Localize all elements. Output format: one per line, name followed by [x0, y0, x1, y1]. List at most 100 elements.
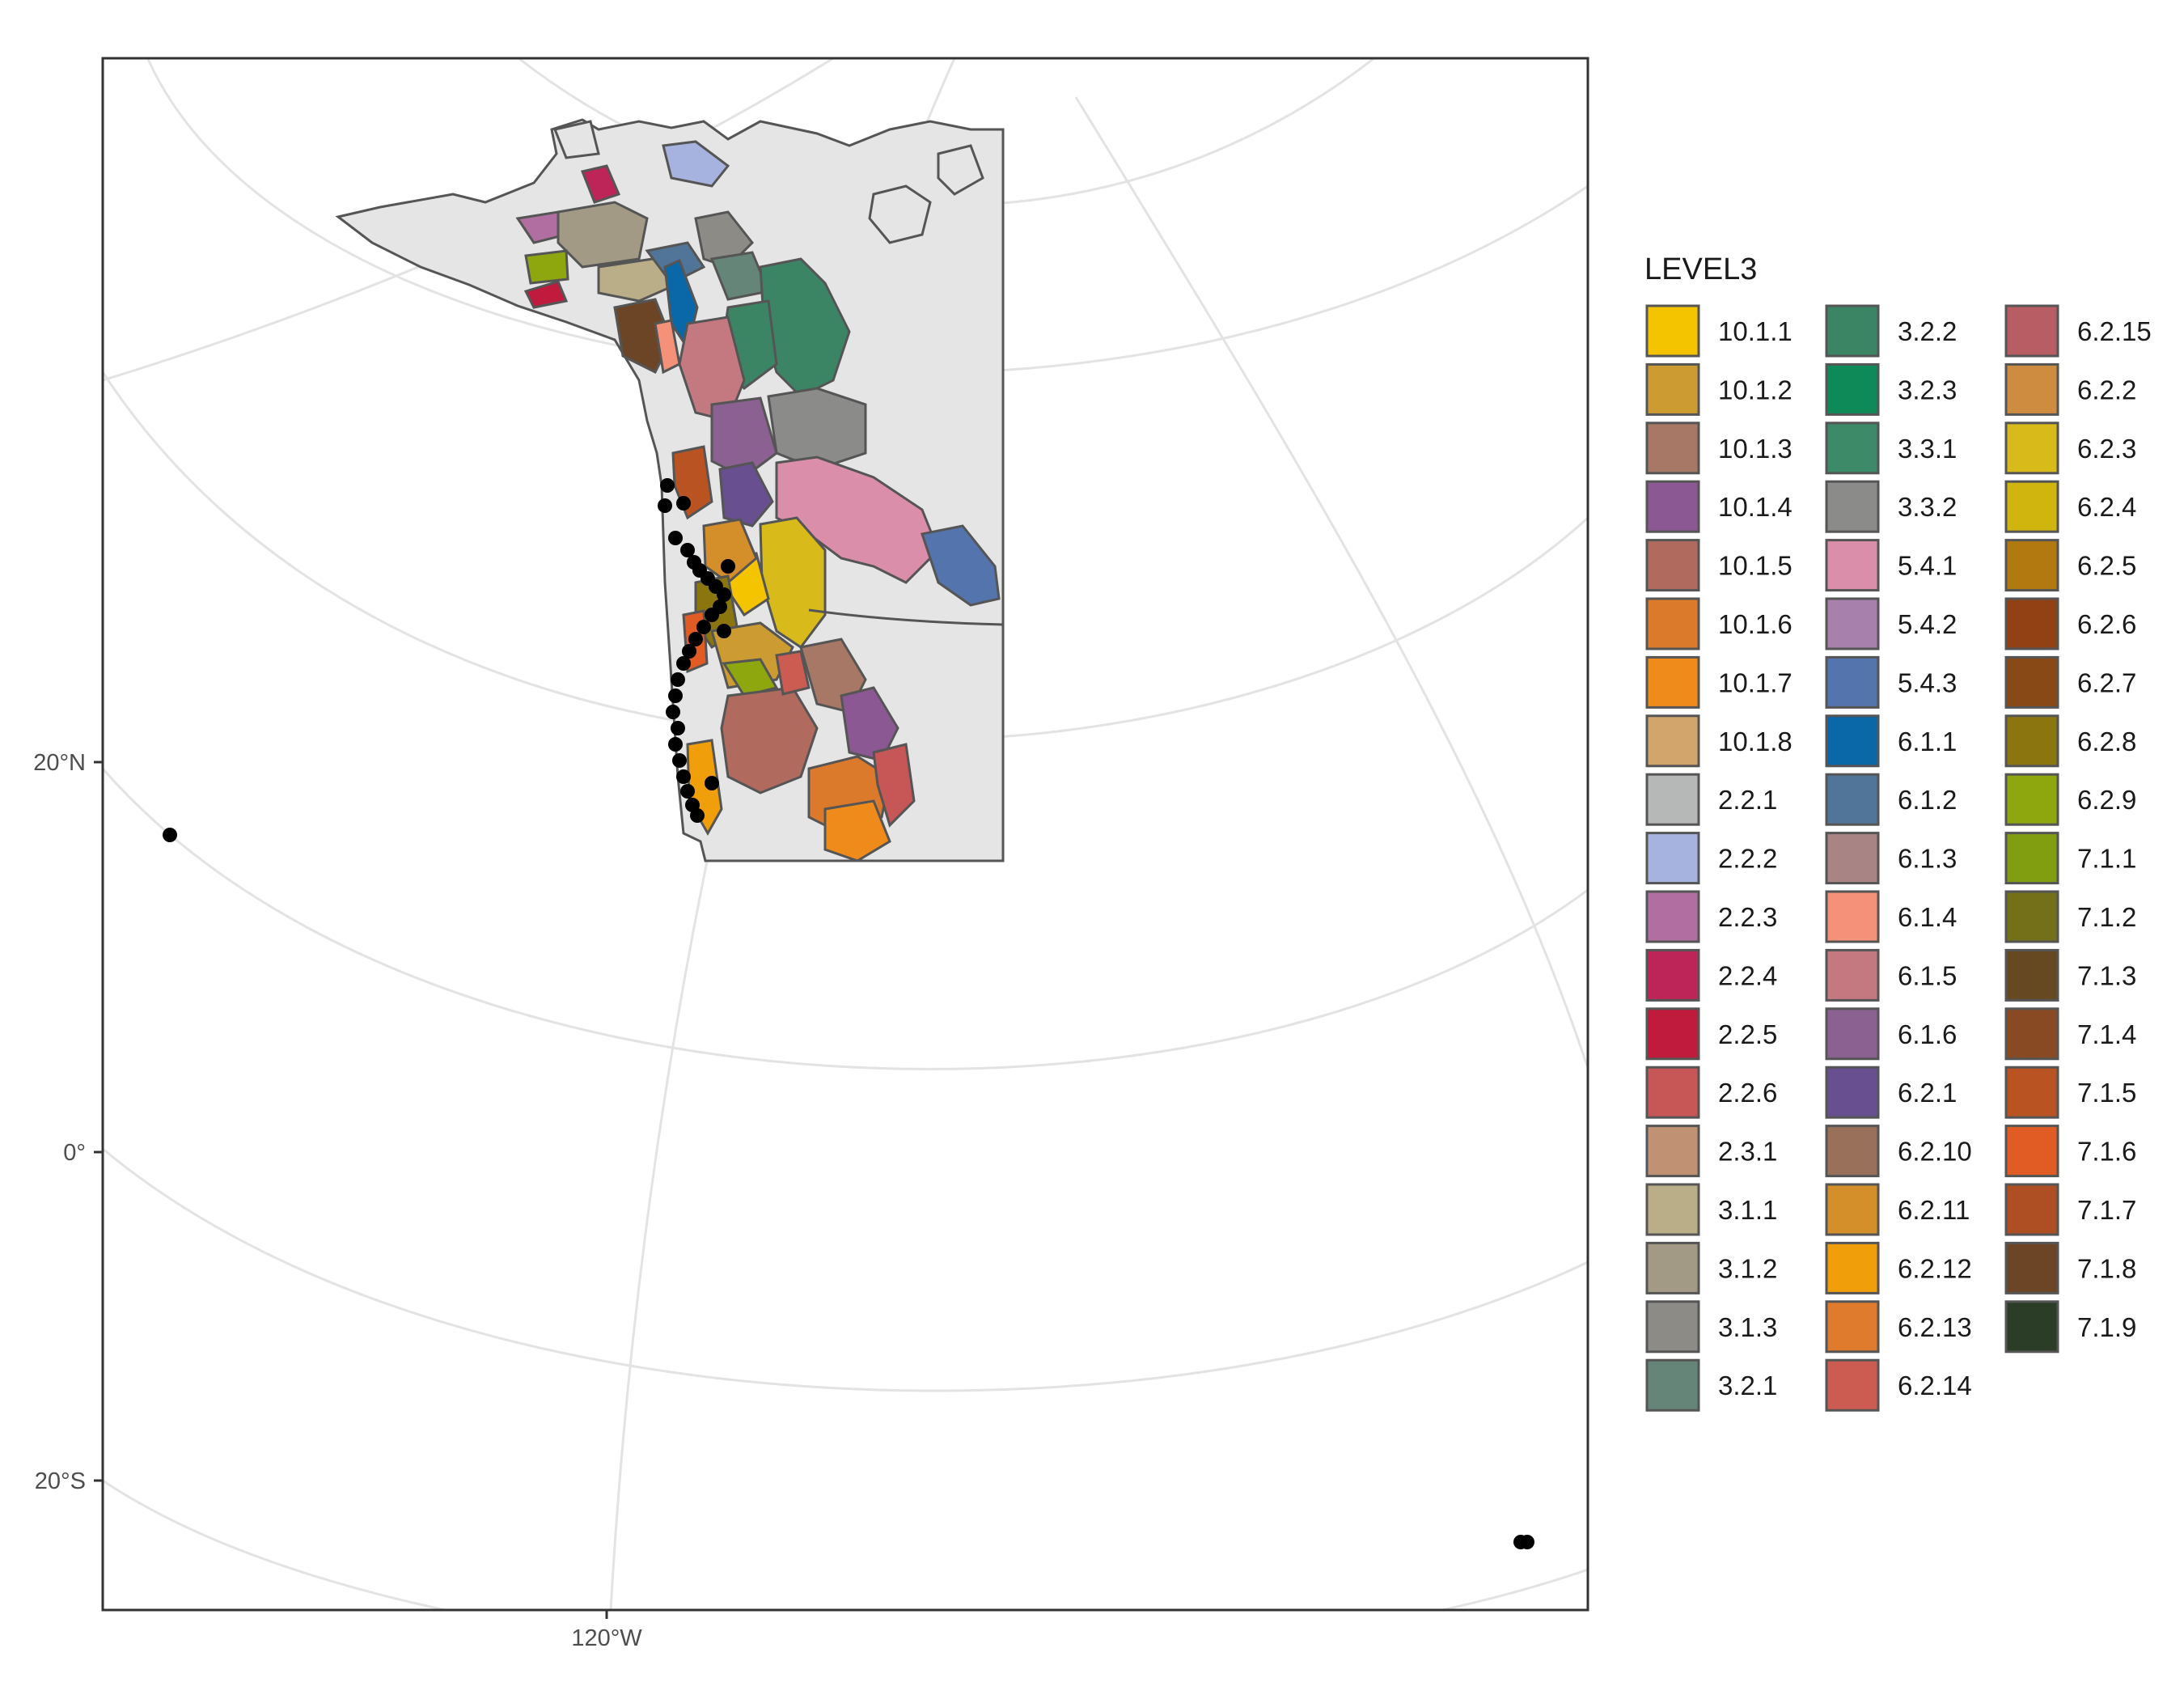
region-5.4.3 [921, 524, 1001, 607]
legend-swatch [1825, 597, 1880, 650]
legend-item: 6.2.15 [2004, 304, 2152, 358]
region-6.1.6 [710, 396, 778, 479]
legend-label: 6.1.5 [1898, 960, 1957, 990]
legend-label: 6.2.12 [1898, 1253, 1972, 1283]
occurrence-point [658, 498, 672, 513]
legend-swatch [2004, 1125, 2059, 1178]
legend-label: 6.1.2 [1898, 785, 1957, 815]
legend-item: 10.1.6 [1645, 597, 1792, 650]
legend-item: 6.2.4 [2004, 480, 2136, 533]
legend-label: 10.1.5 [1718, 551, 1792, 581]
occurrence-point [676, 769, 691, 784]
x-tick-label-120w: 120°W [571, 1625, 642, 1651]
legend-swatch [1825, 890, 1880, 943]
legend-label: 3.3.1 [1898, 434, 1957, 464]
region-6.1.4 [654, 319, 681, 375]
legend-label: 6.2.7 [2077, 667, 2136, 697]
occurrence-point [671, 721, 685, 735]
legend-label: 6.2.14 [1898, 1371, 1972, 1400]
legend-swatch [2004, 1183, 2059, 1236]
legend-swatch [2004, 714, 2059, 768]
legend-item: 6.2.7 [2004, 655, 2136, 709]
legend-label: 6.1.1 [1898, 727, 1957, 756]
legend-item: 6.1.5 [1825, 948, 1957, 1002]
legend-item: 10.1.3 [1645, 422, 1792, 475]
legend-label: 6.1.3 [1898, 844, 1957, 874]
region-6.2.14 [775, 650, 811, 696]
region-6.2.1 [718, 461, 774, 527]
legend-item: 6.1.1 [1825, 714, 1957, 768]
legend-swatch [2004, 304, 2059, 358]
occurrence-point [668, 688, 683, 703]
legend-swatch [1825, 362, 1880, 416]
legend-title: LEVEL3 [1644, 252, 1757, 286]
legend-swatch [1645, 597, 1700, 650]
legend-item: 6.2.3 [2004, 422, 2136, 475]
axes: 20°N 0° 20°S 120°W [33, 750, 642, 1651]
legend-label: 6.2.15 [2077, 316, 2152, 346]
legend-swatch [1645, 890, 1700, 943]
occurrence-point [705, 776, 719, 790]
legend-item: 3.2.1 [1645, 1358, 1777, 1412]
legend-item: 5.4.1 [1825, 539, 1957, 592]
legend-label: 6.2.10 [1898, 1137, 1972, 1167]
legend-label: 6.2.8 [2077, 727, 2136, 756]
occurrence-point [680, 543, 695, 557]
legend-swatch [1825, 539, 1880, 592]
legend-label: 10.1.1 [1718, 316, 1792, 346]
legend-swatch [1645, 539, 1700, 592]
legend-label: 7.1.6 [2077, 1137, 2136, 1167]
legend-swatch [2004, 773, 2059, 826]
legend-swatch [2004, 597, 2059, 650]
legend-label: 3.1.1 [1718, 1195, 1777, 1225]
region-6.2.9 [524, 249, 569, 285]
legend-swatch [1825, 480, 1880, 533]
legend-swatch [1825, 1241, 1880, 1294]
legend-label: 2.2.6 [1718, 1078, 1777, 1108]
legend-item: 6.2.5 [2004, 539, 2136, 592]
legend-item: 3.3.1 [1825, 422, 1957, 475]
graticule-meridian-2 [1074, 96, 1588, 1069]
legend-label: 2.2.5 [1718, 1019, 1777, 1049]
map-panel [101, 57, 1589, 1612]
legend-swatch [1825, 1007, 1880, 1061]
region-2.2.4 [580, 164, 621, 204]
legend-swatch [1825, 1358, 1880, 1412]
legend-swatch [1825, 1066, 1880, 1119]
legend-item: 7.1.9 [2004, 1300, 2136, 1354]
occurrence-point [671, 672, 685, 687]
legend-item: 7.1.6 [2004, 1125, 2136, 1178]
y-tick-label-0: 0° [63, 1140, 86, 1166]
legend-item: 6.2.9 [2004, 773, 2136, 826]
legend-item: 6.2.12 [1825, 1241, 1972, 1294]
legend-label: 7.1.3 [2077, 960, 2136, 990]
region-2.2.6 [872, 743, 916, 828]
border-line [808, 608, 1004, 626]
legend-swatch [1645, 1358, 1700, 1412]
legend-label: 7.1.2 [2077, 902, 2136, 932]
legend-item: 10.1.8 [1645, 714, 1792, 768]
legend-label: 6.2.4 [2077, 492, 2136, 522]
legend-swatch [1645, 1241, 1700, 1294]
legend-label: 3.1.2 [1718, 1253, 1777, 1283]
legend-label: 7.1.5 [2077, 1078, 2136, 1108]
legend-item: 6.2.6 [2004, 597, 2136, 650]
legend-item: 3.2.3 [1825, 362, 1957, 416]
occurrence-point [705, 608, 719, 622]
legend-swatch [1825, 655, 1880, 709]
legend-item: 6.2.2 [2004, 362, 2136, 416]
legend-label: 3.2.2 [1898, 316, 1957, 346]
legend-label: 3.2.3 [1898, 375, 1957, 405]
occurrence-point [680, 784, 695, 799]
legend-label: 6.2.3 [2077, 434, 2136, 464]
occurrence-point [668, 737, 683, 752]
legend-label: 6.2.9 [2077, 785, 2136, 815]
legend-item: 5.4.2 [1825, 597, 1957, 650]
legend-item: 5.4.3 [1825, 655, 1957, 709]
legend-item: 6.1.2 [1825, 773, 1957, 826]
legend-label: 6.2.11 [1898, 1195, 1970, 1225]
legend-label: 10.1.7 [1718, 667, 1792, 697]
legend-item: 6.2.10 [1825, 1125, 1972, 1178]
legend-item: 7.1.3 [2004, 948, 2136, 1002]
arctic-islands [552, 120, 984, 244]
